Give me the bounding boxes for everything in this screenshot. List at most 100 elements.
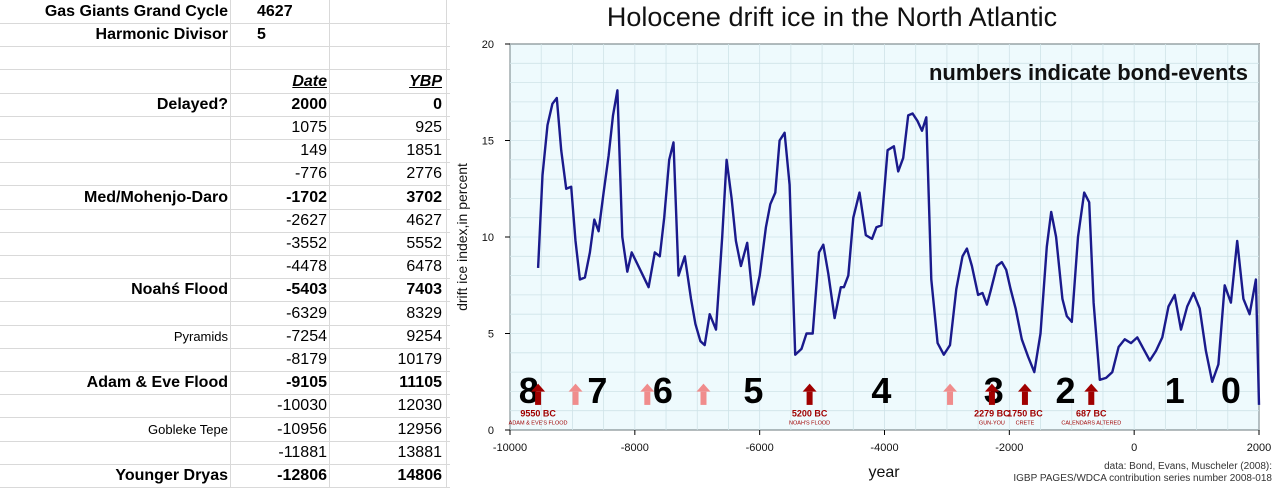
sheet-cell-label[interactable]: [0, 70, 230, 93]
sheet-cell-date[interactable]: -12806: [277, 467, 327, 484]
marker-sublabel: CALENDARS ALTERED: [1061, 421, 1121, 427]
sheet-cell-date[interactable]: -1702: [286, 188, 327, 206]
sheet-cell-ybp[interactable]: 13881: [397, 443, 443, 461]
sheet-cell-label[interactable]: [0, 394, 230, 417]
sheet-cell-ybp[interactable]: 7403: [406, 281, 442, 299]
sheet-cell-label[interactable]: [0, 232, 230, 255]
sheet-cell-label[interactable]: [0, 348, 230, 371]
sheet-cell-label[interactable]: [0, 441, 230, 464]
sheet-cell-date[interactable]: -8179: [286, 351, 327, 368]
sheet-cell-date[interactable]: -4478: [286, 258, 327, 276]
sheet-cell-label[interactable]: [0, 46, 230, 69]
sheet-cell-ybp[interactable]: [330, 23, 446, 46]
marker-arrow-shaft: [947, 391, 954, 405]
sheet-cell-label[interactable]: [0, 162, 230, 185]
sheet-cell-date[interactable]: -6329: [286, 304, 327, 322]
sheet-cell-date[interactable]: 2000: [291, 95, 327, 113]
y-tick-label: 20: [482, 39, 494, 51]
sheet-cell-label[interactable]: [0, 116, 230, 139]
marker-arrow-shaft: [806, 391, 813, 405]
sheet-row: Pyramids -7254 9254: [0, 325, 450, 349]
sheet-cell-label[interactable]: Noahś Flood: [131, 281, 228, 299]
sheet-cell-date[interactable]: -10956: [277, 420, 327, 438]
sheet-cell-date[interactable]: -5403: [286, 281, 327, 299]
sheet-cell-label[interactable]: Harmonic Divisor: [95, 26, 228, 44]
sheet-cell-ybp[interactable]: 3702: [406, 188, 442, 206]
sheet-cell-date[interactable]: 5: [257, 26, 266, 44]
marker-arrow-shaft: [700, 391, 707, 405]
sheet-cell-ybp[interactable]: 4627: [406, 211, 442, 229]
bond-event-number: 7: [587, 370, 607, 411]
sheet-cell-ybp[interactable]: 12956: [397, 420, 443, 438]
x-tick-label: 2000: [1247, 442, 1271, 454]
bond-event-number: 0: [1221, 370, 1241, 411]
sheet-cell-label[interactable]: Med/Mohenjo-Daro: [84, 188, 228, 206]
sheet-row: 149 1851: [0, 139, 450, 164]
spreadsheet-panel: Gas Giants Grand Cycle 4627 Harmonic Divis…: [0, 0, 450, 488]
sheet-cell-date[interactable]: -3552: [286, 235, 327, 252]
sheet-cell-ybp[interactable]: 8329: [406, 304, 442, 322]
sheet-cell-label[interactable]: Delayed?: [156, 95, 228, 113]
sheet-cell-label[interactable]: Pyramids: [173, 328, 228, 344]
sheet-row: -6329 8329: [0, 302, 450, 326]
sheet-row: Younger Dryas -12806 14806: [0, 464, 450, 488]
marker-sublabel: NOAH'S FLOOD: [789, 421, 830, 427]
x-tick-label: -4000: [870, 442, 898, 454]
marker-label: 5200 BC: [792, 409, 828, 419]
marker-arrow-shaft: [644, 391, 651, 405]
sheet-cell-label[interactable]: [0, 139, 230, 162]
sheet-cell-date[interactable]: -9105: [286, 374, 327, 392]
sheet-cell-ybp[interactable]: 11105: [399, 374, 442, 392]
sheet-cell-ybp[interactable]: 12030: [397, 397, 443, 415]
sheet-cell-ybp[interactable]: 5552: [406, 235, 442, 252]
sheet-cell-label[interactable]: [0, 209, 230, 232]
x-tick-label: -8000: [621, 442, 649, 454]
sheet-cell-date[interactable]: -776: [294, 165, 327, 183]
sheet-cell-ybp[interactable]: 6478: [406, 258, 442, 276]
column-divider: [329, 0, 330, 487]
sheet-cell-ybp[interactable]: [330, 46, 446, 69]
bond-event-number: 5: [743, 370, 763, 411]
sheet-cell-date[interactable]: 1075: [291, 119, 327, 136]
drift-ice-series-line: [536, 89, 1261, 405]
bond-event-number: 4: [871, 370, 891, 411]
sheet-cell-ybp[interactable]: 925: [415, 119, 442, 136]
sheet-cell-label[interactable]: [0, 302, 230, 325]
sheet-cell-date[interactable]: -2627: [286, 211, 327, 229]
bond-event-number: 2: [1055, 370, 1075, 411]
bond-event-number: 8: [519, 370, 539, 411]
marker-label: 2279 BC: [974, 409, 1010, 419]
sheet-cell-date[interactable]: 4627: [257, 3, 293, 20]
marker-arrow-head: [984, 383, 999, 392]
sheet-cell-date[interactable]: [231, 46, 329, 69]
column-divider: [230, 0, 231, 487]
sheet-cell-ybp[interactable]: YBP: [409, 72, 442, 90]
sheet-cell-date[interactable]: -10030: [277, 397, 327, 415]
sheet-cell-date[interactable]: -7254: [286, 327, 327, 345]
marker-arrow-shaft: [988, 391, 995, 405]
source-line-2: IGBP PAGES/WDCA contribution series numb…: [1013, 473, 1272, 484]
sheet-cell-date[interactable]: 149: [300, 142, 327, 160]
sheet-cell-date[interactable]: -11881: [278, 443, 327, 461]
sheet-cell-date[interactable]: Date: [292, 72, 327, 90]
sheet-cell-ybp[interactable]: 9254: [406, 327, 442, 345]
sheet-cell-ybp[interactable]: 14806: [397, 467, 443, 484]
sheet-cell-ybp[interactable]: 2776: [406, 165, 442, 183]
sheet-cell-ybp[interactable]: 1851: [406, 142, 442, 160]
sheet-cell-ybp[interactable]: 0: [433, 95, 442, 113]
sheet-row: Med/Mohenjo-Daro -1702 3702: [0, 186, 450, 210]
sheet-cell-ybp[interactable]: [330, 0, 446, 23]
sheet-cell-label[interactable]: Younger Dryas: [115, 467, 228, 484]
sheet-cell-label[interactable]: Gobleke Tepe: [148, 421, 228, 437]
marker-label: 9550 BC: [520, 409, 556, 419]
sheet-cell-label[interactable]: Gas Giants Grand Cycle: [44, 3, 228, 20]
marker-arrow-shaft: [1088, 391, 1095, 405]
sheet-row: Harmonic Divisor 5: [0, 23, 450, 48]
sheet-cell-label[interactable]: [0, 255, 230, 278]
sheet-cell-ybp[interactable]: 10179: [397, 351, 443, 368]
marker-arrow-head: [943, 383, 958, 392]
bond-event-number: 6: [653, 370, 673, 411]
sheet-cell-label[interactable]: Adam & Eve Flood: [86, 374, 228, 392]
marker-arrow-head: [1084, 383, 1099, 392]
